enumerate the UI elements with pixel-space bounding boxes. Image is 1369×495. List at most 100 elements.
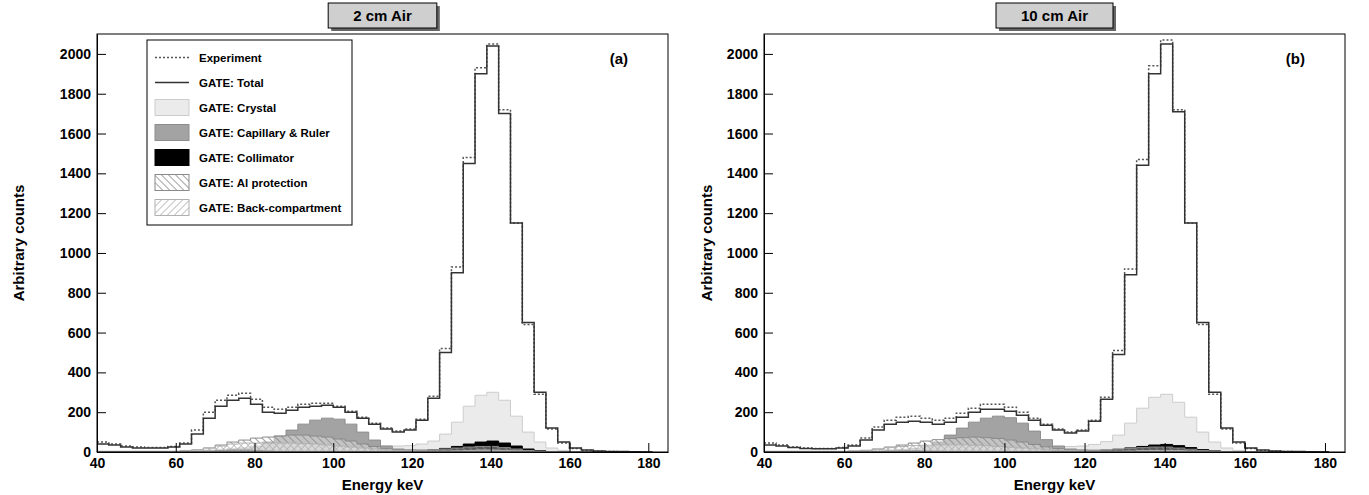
x-tick-label: 40 (90, 455, 106, 471)
y-tick-mark (97, 94, 106, 95)
x-tick-label: 60 (168, 455, 184, 471)
x-tick-label: 180 (1314, 455, 1338, 471)
legend-item: GATE: Total (155, 77, 264, 89)
y-tick-label: 1400 (727, 165, 758, 181)
x-tick-mark (570, 443, 571, 452)
y-tick-label: 1600 (60, 126, 91, 142)
x-tick-label: 80 (917, 455, 933, 471)
x-tick-label: 180 (637, 455, 661, 471)
y-tick-label: 600 (735, 325, 759, 341)
x-tick-mark (1004, 443, 1005, 452)
legend-line (155, 57, 189, 59)
legend-label: Experiment (199, 52, 262, 64)
panel-label: (b) (1286, 50, 1305, 67)
x-tick: 120 (1073, 443, 1097, 471)
x-tick-mark (1245, 443, 1246, 452)
y-tick-label: 200 (68, 404, 92, 420)
y-tick: 1600 (60, 126, 106, 142)
x-tick: 160 (1234, 443, 1258, 471)
y-tick: 400 (735, 364, 773, 380)
y-tick: 600 (68, 325, 106, 341)
legend-line (155, 82, 189, 84)
x-tick-label: 100 (322, 455, 346, 471)
legend-label: GATE: Crystal (199, 102, 276, 114)
legend-item: GATE: Capillary & Ruler (155, 125, 330, 141)
x-tick-mark (255, 443, 256, 452)
title: 10 cm Air (1021, 7, 1088, 24)
legend-box (147, 40, 352, 225)
x-tick-mark (648, 443, 649, 452)
y-tick-mark (97, 452, 106, 453)
x-tick-mark (176, 443, 177, 452)
y-tick: 1000 (60, 245, 106, 261)
x-axis: 406080100120140160180 (757, 443, 1346, 471)
y-tick: 1200 (60, 205, 106, 221)
legend-item: GATE: Al protection (155, 175, 308, 191)
x-tick: 160 (558, 443, 582, 471)
y-tick: 600 (735, 325, 773, 341)
y-axis-line (97, 35, 98, 453)
x-tick: 80 (917, 443, 933, 471)
y-tick-mark (764, 134, 773, 135)
y-tick: 200 (68, 404, 106, 420)
legend-label: GATE: Back-compartment (199, 202, 341, 214)
y-tick: 1800 (60, 86, 106, 102)
y-tick: 1400 (60, 165, 106, 181)
y-tick: 1800 (727, 86, 773, 102)
x-tick: 140 (1154, 443, 1178, 471)
y-tick-mark (97, 213, 106, 214)
panel: 4060801001201401601800200400600800100012… (698, 3, 1346, 493)
y-tick: 1400 (727, 165, 773, 181)
x-tick: 140 (480, 443, 504, 471)
y-tick: 2000 (727, 46, 773, 62)
y-tick-label: 800 (68, 285, 92, 301)
legend-swatch (155, 200, 189, 216)
y-tick-label: 1800 (727, 86, 758, 102)
y-tick: 1000 (727, 245, 773, 261)
y-tick-mark (97, 412, 106, 413)
y-tick: 2000 (60, 46, 106, 62)
histogram-step (764, 40, 1329, 452)
y-axis-line (764, 35, 765, 453)
x-tick: 60 (168, 443, 184, 471)
legend-item: Experiment (155, 52, 262, 64)
y-tick-mark (97, 173, 106, 174)
x-tick-label: 80 (247, 455, 263, 471)
y-tick-mark (764, 412, 773, 413)
y-tick-mark (97, 54, 106, 55)
x-tick-mark (1165, 443, 1166, 452)
y-axis-title: Arbitrary counts (698, 185, 715, 302)
x-tick: 100 (993, 443, 1017, 471)
x-tick-label: 120 (401, 455, 425, 471)
legend-swatch (155, 150, 189, 166)
y-tick: 0 (83, 444, 106, 460)
y-tick-mark (764, 333, 773, 334)
y-tick-mark (97, 253, 106, 254)
y-tick-label: 1800 (60, 86, 91, 102)
y-tick: 200 (735, 404, 773, 420)
x-axis: 40 60 80 100 120 140 160 180 (90, 443, 669, 471)
y-tick-mark (764, 372, 773, 373)
y-tick-label: 1400 (60, 165, 91, 181)
title-background (996, 3, 1113, 28)
legend-item: GATE: Back-compartment (155, 200, 341, 216)
y-tick-label: 400 (735, 364, 759, 380)
y-tick-mark (97, 134, 106, 135)
legend-label: GATE: Collimator (199, 152, 295, 164)
legend-swatch (155, 175, 189, 191)
x-tick-label: 140 (480, 455, 504, 471)
figure: 4060801001201401601800200400600800100012… (0, 0, 1369, 495)
x-tick-mark (412, 443, 413, 452)
legend-swatch (155, 100, 189, 116)
y-tick-label: 1000 (60, 245, 91, 261)
y-tick-mark (764, 54, 773, 55)
y-tick-mark (764, 253, 773, 254)
y-tick-label: 0 (750, 444, 758, 460)
x-tick-mark (333, 443, 334, 452)
x-axis-line (98, 452, 669, 453)
x-axis-title: Energy keV (342, 476, 424, 493)
y-tick-label: 1000 (727, 245, 758, 261)
legend-label: GATE: Total (199, 77, 264, 89)
panel: 4060801001201401601800200400600800100012… (10, 3, 669, 493)
y-tick-mark (764, 293, 773, 294)
